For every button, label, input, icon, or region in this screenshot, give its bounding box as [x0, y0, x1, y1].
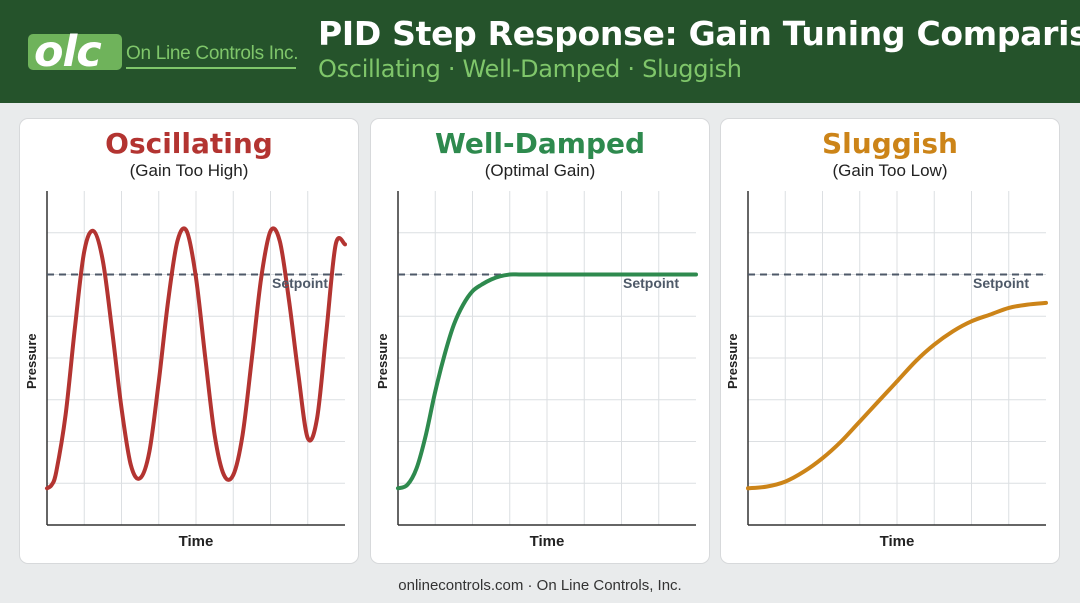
chart-panel-oscillating: Oscillating (Gain Too High) Pressure Tim…	[19, 118, 359, 564]
header-banner: olc On Line Controls Inc. PID Step Respo…	[0, 0, 1080, 103]
series-line	[396, 272, 698, 491]
series-line	[746, 300, 1048, 491]
chart-panel-well-damped: Well-Damped (Optimal Gain) Pressure Time…	[370, 118, 710, 564]
chart-svg	[746, 191, 1048, 526]
page-subtitle: Oscillating · Well-Damped · Sluggish	[318, 55, 742, 83]
logo-underline	[126, 67, 296, 69]
logo-company-name: On Line Controls Inc.	[126, 43, 299, 64]
setpoint-label: Setpoint	[623, 275, 679, 291]
chart-panel-sluggish: Sluggish (Gain Too Low) Pressure Time Se…	[720, 118, 1060, 564]
x-axis-label: Time	[529, 533, 565, 550]
company-logo[interactable]: olc On Line Controls Inc.	[28, 28, 299, 76]
setpoint-label: Setpoint	[973, 275, 1029, 291]
chart-svg	[396, 191, 698, 526]
footer-credit: onlinecontrols.com · On Line Controls, I…	[398, 577, 682, 594]
logo-letters: olc	[34, 27, 102, 77]
chart-svg	[45, 191, 347, 526]
chart-title: Well-Damped	[434, 127, 646, 160]
chart-subtitle: (Optimal Gain)	[484, 161, 596, 180]
page-title: PID Step Response: Gain Tuning Compariso…	[318, 14, 1080, 53]
x-axis-label: Time	[879, 533, 915, 550]
chart-subtitle: (Gain Too High)	[129, 161, 249, 180]
chart-subtitle: (Gain Too Low)	[832, 161, 948, 180]
series-line	[45, 226, 347, 491]
chart-title: Oscillating	[105, 127, 273, 160]
logo-mark: olc	[28, 28, 122, 76]
x-axis-label: Time	[178, 533, 214, 550]
setpoint-label: Setpoint	[272, 275, 328, 291]
chart-title: Sluggish	[822, 127, 958, 160]
